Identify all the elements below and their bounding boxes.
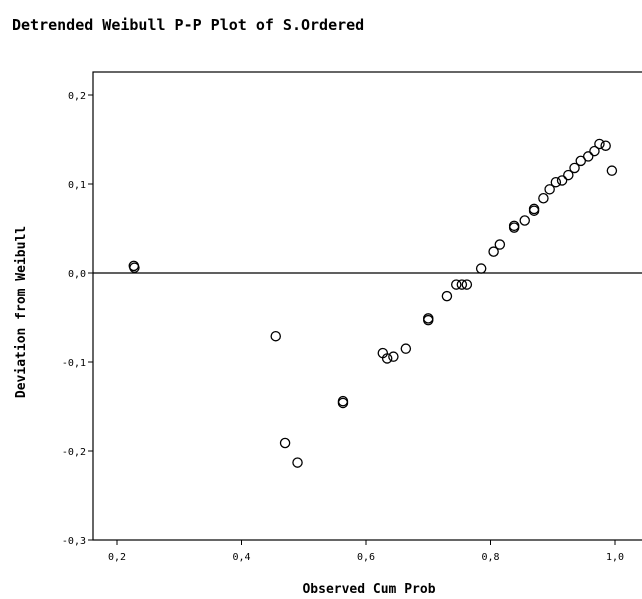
data-point xyxy=(589,145,600,157)
data-point xyxy=(569,162,580,174)
data-point xyxy=(594,138,605,150)
data-point xyxy=(129,262,140,273)
data-point xyxy=(475,263,487,274)
y-tick-label: -0,3 xyxy=(62,536,86,547)
data-point xyxy=(494,239,506,250)
x-axis-label: Observed Cum Prob xyxy=(302,582,435,595)
data-point xyxy=(519,215,530,226)
x-tick-label: 1,0 xyxy=(606,552,624,563)
x-tick-label: 0,2 xyxy=(108,552,126,563)
data-point xyxy=(400,343,412,354)
data-point xyxy=(292,457,303,468)
data-point xyxy=(550,176,562,188)
x-tick-label: 0,8 xyxy=(481,552,499,563)
data-point xyxy=(270,330,281,342)
data-point xyxy=(451,279,462,290)
chart-title: Detrended Weibull P-P Plot of S.Ordered xyxy=(12,16,364,34)
data-point xyxy=(461,279,473,290)
y-tick-label: -0,1 xyxy=(62,358,86,369)
y-axis-label: Deviation from Weibull xyxy=(14,226,29,398)
x-tick-label: 0,6 xyxy=(357,552,375,563)
data-point xyxy=(381,353,393,364)
data-point xyxy=(456,279,468,290)
data-point xyxy=(441,290,453,302)
data-point xyxy=(575,155,587,167)
data-point xyxy=(388,351,399,362)
data-point xyxy=(508,220,520,232)
data-point xyxy=(606,165,618,176)
data-point xyxy=(582,151,594,162)
data-point xyxy=(279,437,291,449)
data-point xyxy=(422,313,434,324)
y-axis: 0,2 0,1 0,0 -0,1 -0,2 -0,3 xyxy=(62,91,93,547)
plot-frame xyxy=(92,71,642,541)
y-tick-label: 0,1 xyxy=(68,180,86,191)
y-tick-label: 0,0 xyxy=(68,269,86,280)
x-axis: 0,2 0,4 0,6 0,8 1,0 xyxy=(108,540,624,563)
data-point xyxy=(556,175,568,186)
data-point xyxy=(538,192,549,204)
data-point xyxy=(563,169,574,181)
data-point xyxy=(488,246,499,257)
y-tick-label: -0,2 xyxy=(62,447,86,458)
data-point xyxy=(544,184,555,195)
x-tick-label: 0,4 xyxy=(232,552,250,563)
data-point xyxy=(337,395,349,407)
data-point xyxy=(528,203,540,215)
data-points xyxy=(128,138,618,468)
y-tick-label: 0,2 xyxy=(68,91,86,102)
data-point xyxy=(600,140,611,151)
